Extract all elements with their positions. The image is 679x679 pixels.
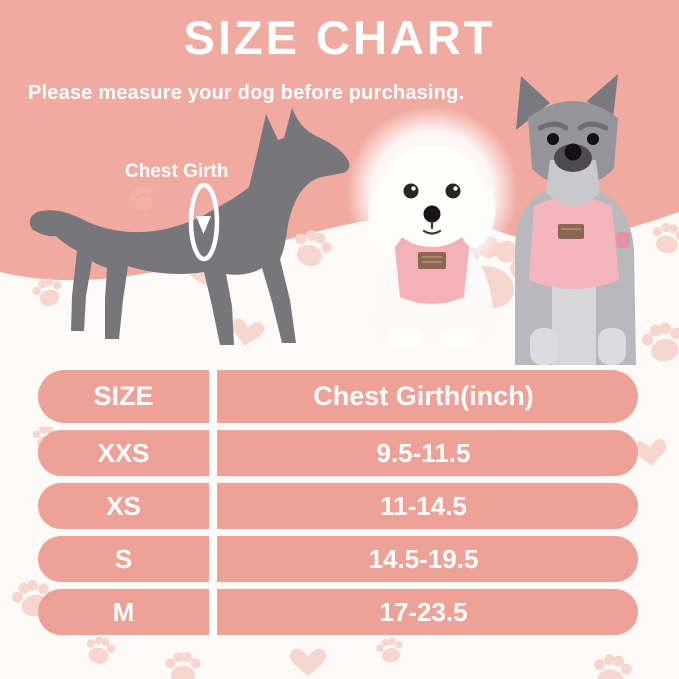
girth-value: 17-23.5 [379, 597, 468, 627]
size-value: XXS [97, 438, 150, 468]
girth-measure-indicator [188, 182, 220, 262]
table-row: XXS 9.5-11.5 [38, 426, 638, 484]
girth-value: 14.5-19.5 [368, 544, 479, 574]
column-header-size: SIZE [93, 381, 154, 411]
column-divider [209, 532, 217, 590]
page-title: SIZE CHART [183, 11, 496, 64]
size-table: SIZE Chest Girth(inch) XXS 9.5-11.5 XS 1… [38, 366, 638, 643]
size-value: M [112, 597, 135, 627]
table-row: S 14.5-19.5 [38, 532, 638, 590]
girth-value: 9.5-11.5 [376, 438, 471, 468]
size-value: XS [106, 491, 141, 521]
chest-girth-label: Chest Girth [125, 161, 229, 182]
table-row: M 17-23.5 [38, 585, 638, 643]
column-header-girth: Chest Girth(inch) [313, 381, 534, 411]
maltese-dog-photo [346, 106, 518, 348]
table-header-row: SIZE Chest Girth(inch) [38, 366, 638, 431]
schnauzer-dog-photo [515, 74, 636, 365]
column-divider [209, 585, 217, 643]
column-divider [209, 366, 217, 431]
column-divider [209, 479, 217, 537]
column-divider [209, 426, 217, 484]
size-value: S [114, 544, 133, 574]
table-row: XS 11-14.5 [38, 479, 638, 537]
subtitle: Please measure your dog before purchasin… [28, 82, 465, 104]
girth-value: 11-14.5 [380, 491, 467, 521]
